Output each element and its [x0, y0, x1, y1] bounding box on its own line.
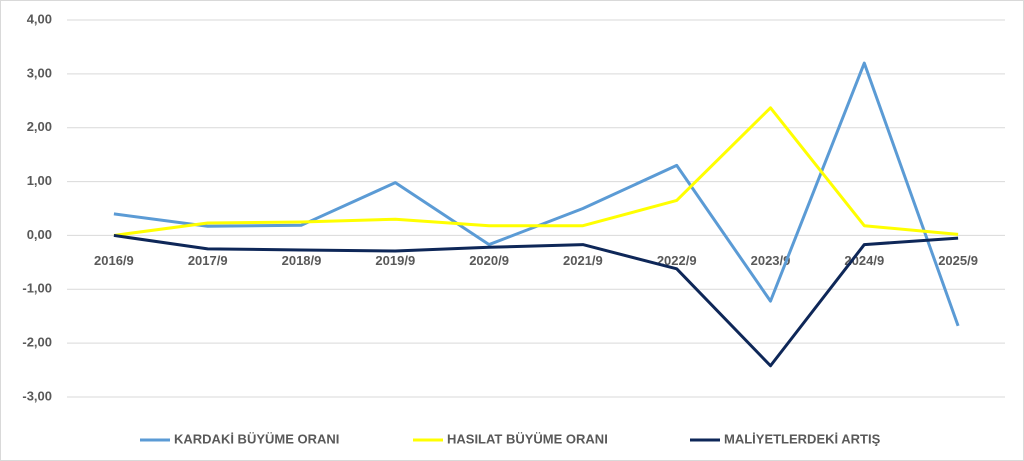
x-tick-label: 2025/9	[938, 253, 978, 268]
series-line	[113, 233, 959, 368]
y-tick-label: 3,00	[27, 65, 52, 80]
y-tick-label: 4,00	[27, 11, 52, 26]
legend-label: MALİYETLERDEKİ ARTIŞ	[724, 431, 881, 446]
x-tick-label: 2016/9	[94, 253, 134, 268]
y-tick-label: -3,00	[22, 388, 52, 403]
legend-label: KARDAKİ BÜYÜME ORANI	[174, 431, 339, 446]
legend-label: HASILAT BÜYÜME ORANI	[447, 431, 608, 446]
y-tick-label: 0,00	[27, 227, 52, 242]
x-tick-label: 2021/9	[563, 253, 603, 268]
y-tick-label: -1,00	[22, 281, 52, 296]
x-tick-label: 2020/9	[469, 253, 509, 268]
x-tick-label: 2022/9	[657, 253, 697, 268]
x-tick-label: 2023/9	[751, 253, 791, 268]
y-tick-label: 2,00	[27, 119, 52, 134]
series-line	[113, 106, 959, 237]
x-tick-label: 2017/9	[188, 253, 228, 268]
y-tick-label: 1,00	[27, 173, 52, 188]
x-tick-label: 2019/9	[375, 253, 415, 268]
x-tick-label: 2018/9	[282, 253, 322, 268]
y-tick-label: -2,00	[22, 335, 52, 350]
